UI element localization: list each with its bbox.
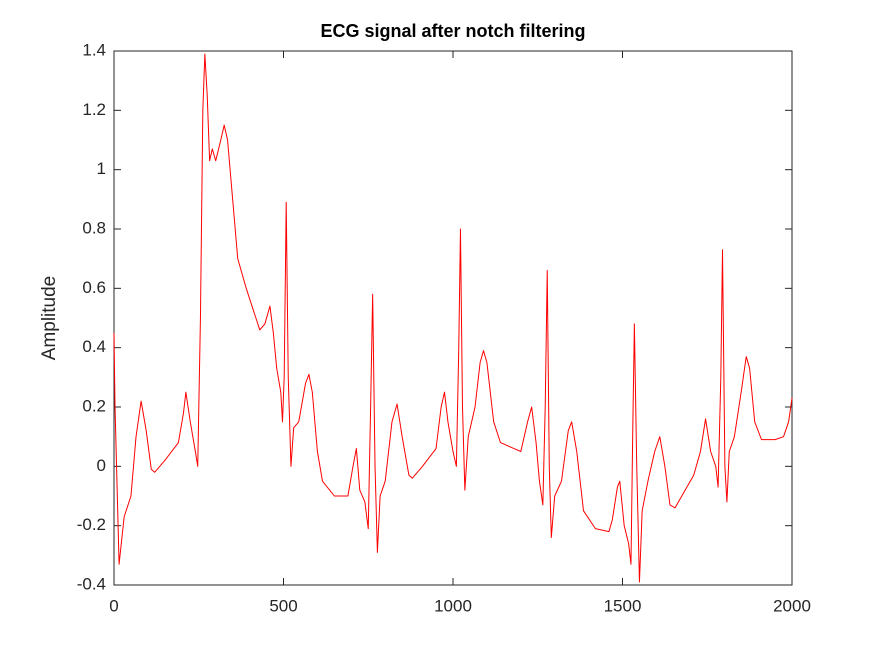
y-tick-label: 0.8 (82, 218, 106, 237)
y-tick-label: 1.2 (82, 100, 106, 119)
y-tick-label: 1 (97, 159, 106, 178)
chart-title: ECG signal after notch filtering (320, 21, 585, 41)
y-axis-label: Amplitude (39, 276, 60, 361)
y-tick-label: 0.6 (82, 278, 106, 297)
x-tick-label: 500 (269, 596, 297, 615)
x-tick-label: 1500 (604, 596, 642, 615)
y-tick-label: 0.4 (82, 337, 106, 356)
y-tick-label: -0.2 (77, 515, 106, 534)
x-tick-label: 1000 (434, 596, 472, 615)
y-tick-label: 0 (97, 456, 106, 475)
y-tick-label: 0.2 (82, 396, 106, 415)
line-series (113, 53, 793, 583)
axes-box (113, 50, 793, 586)
x-tick-label: 2000 (773, 596, 811, 615)
y-tick-label: 1.4 (82, 40, 106, 59)
x-tick-label: 0 (109, 596, 118, 615)
y-tick-label: -0.4 (77, 574, 106, 593)
